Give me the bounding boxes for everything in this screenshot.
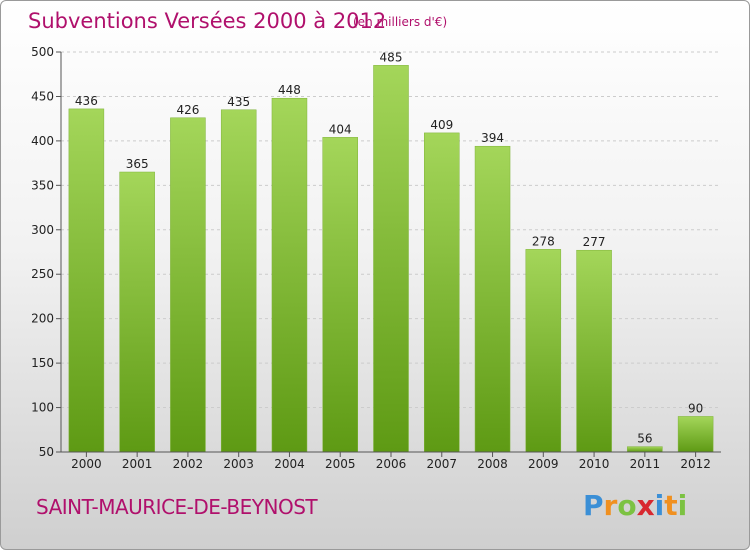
- y-tick-label: 100: [31, 401, 54, 415]
- data-label: 90: [688, 401, 703, 415]
- chart-unit: (en milliers d'€): [353, 15, 448, 29]
- data-label: 435: [227, 95, 250, 109]
- bar: [627, 446, 663, 453]
- x-tick-label: 2003: [223, 457, 254, 471]
- y-tick-label: 500: [31, 45, 54, 59]
- x-tick-label: 2011: [630, 457, 661, 471]
- data-label: 56: [637, 432, 652, 446]
- bar: [271, 97, 308, 453]
- logo-letter: o: [617, 489, 637, 522]
- x-tick-label: 2000: [71, 457, 102, 471]
- data-label: 448: [278, 83, 301, 97]
- data-label: 365: [126, 157, 149, 171]
- bar: [424, 132, 460, 453]
- y-tick-label: 300: [31, 223, 54, 237]
- logo-letter: t: [664, 489, 678, 522]
- data-label: 278: [532, 234, 555, 248]
- bar: [677, 416, 714, 453]
- data-label: 409: [430, 118, 453, 132]
- data-label: 436: [75, 94, 98, 108]
- data-label: 404: [329, 122, 352, 136]
- bar: [525, 249, 562, 453]
- y-tick-label: 450: [31, 89, 54, 103]
- bar: [474, 145, 511, 453]
- data-label: 426: [176, 103, 199, 117]
- chart-title: Subventions Versées 2000 à 2012: [28, 9, 387, 33]
- data-label: 277: [583, 235, 606, 249]
- y-tick-label: 50: [39, 445, 54, 459]
- bar: [170, 117, 206, 453]
- x-tick-label: 2007: [426, 457, 457, 471]
- bar: [68, 108, 105, 453]
- data-label: 485: [380, 50, 403, 64]
- bar: [576, 249, 612, 453]
- x-tick-label: 2005: [325, 457, 356, 471]
- y-tick-label: 200: [31, 312, 54, 326]
- bar: [322, 137, 358, 453]
- x-tick-label: 2010: [579, 457, 610, 471]
- y-tick-label: 250: [31, 267, 54, 281]
- y-tick-label: 350: [31, 178, 54, 192]
- bar: [119, 171, 155, 453]
- y-tick-label: 150: [31, 356, 54, 370]
- logo-letter: i: [654, 489, 665, 522]
- x-tick-label: 2008: [477, 457, 508, 471]
- bar: [220, 109, 257, 453]
- x-tick-label: 2009: [528, 457, 559, 471]
- logo-letter: r: [603, 489, 618, 522]
- x-tick-label: 2004: [274, 457, 305, 471]
- y-tick-label: 400: [31, 134, 54, 148]
- x-tick-label: 2012: [680, 457, 711, 471]
- x-tick-label: 2006: [376, 457, 407, 471]
- commune-name: SAINT-MAURICE-DE-BEYNOST: [36, 495, 318, 519]
- logo-letter: x: [636, 489, 655, 522]
- proxiti-logo: Proxiti: [583, 489, 687, 522]
- x-tick-label: 2001: [122, 457, 153, 471]
- data-label: 394: [481, 131, 504, 145]
- logo-letter: P: [583, 489, 604, 522]
- x-tick-label: 2002: [173, 457, 204, 471]
- bar: [373, 65, 409, 453]
- logo-letter: i: [677, 489, 688, 522]
